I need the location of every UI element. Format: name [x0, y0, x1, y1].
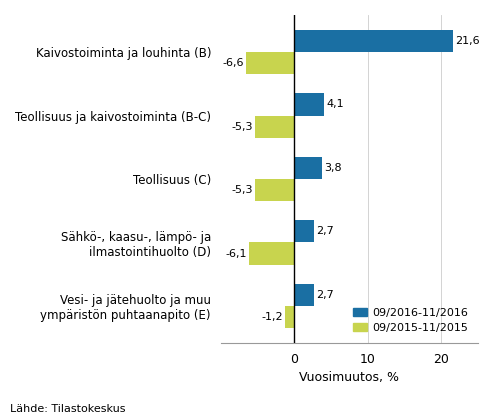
Text: Lähde: Tilastokeskus: Lähde: Tilastokeskus	[10, 404, 125, 414]
Bar	[294, 30, 453, 52]
Bar	[255, 179, 294, 201]
Text: -5,3: -5,3	[232, 122, 253, 132]
Text: 4,1: 4,1	[326, 99, 344, 109]
Bar	[255, 116, 294, 138]
Text: -5,3: -5,3	[232, 185, 253, 195]
Bar	[294, 157, 322, 179]
Text: 21,6: 21,6	[455, 36, 480, 46]
Text: 3,8: 3,8	[324, 163, 342, 173]
Text: 2,7: 2,7	[317, 290, 334, 300]
Text: 2,7: 2,7	[317, 226, 334, 236]
Text: -6,6: -6,6	[222, 58, 244, 68]
Bar	[285, 306, 294, 328]
Legend: 09/2016-11/2016, 09/2015-11/2015: 09/2016-11/2016, 09/2015-11/2015	[349, 303, 472, 337]
Bar	[294, 284, 314, 306]
Bar	[246, 52, 294, 74]
Text: -6,1: -6,1	[226, 249, 247, 259]
Bar	[249, 243, 294, 265]
Bar	[294, 93, 324, 116]
X-axis label: Vuosimuutos, %: Vuosimuutos, %	[299, 371, 399, 384]
Text: -1,2: -1,2	[262, 312, 283, 322]
Bar	[294, 220, 314, 243]
